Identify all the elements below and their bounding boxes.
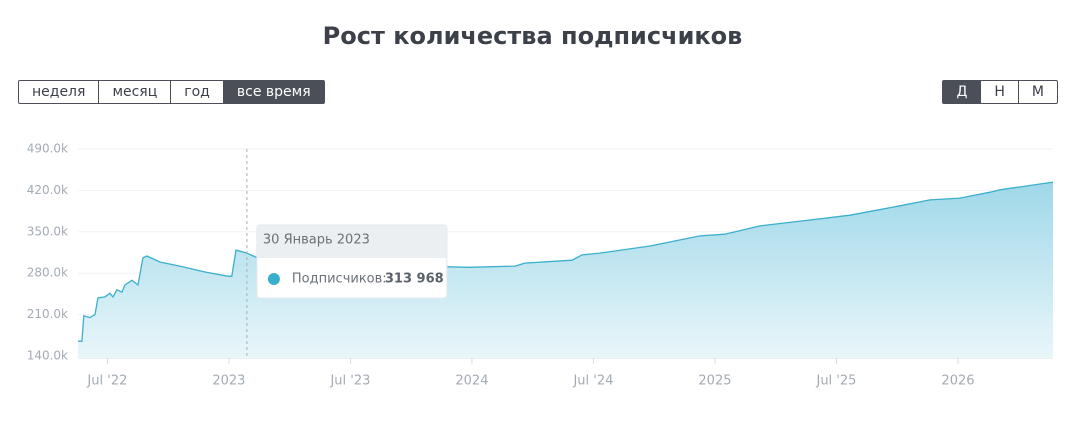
y-tick-label: 350.0k: [27, 224, 68, 238]
interval-button[interactable]: М: [1017, 80, 1058, 104]
tooltip-header: [257, 225, 447, 258]
x-tick-label: 2023: [212, 374, 245, 389]
y-tick-label: 280.0k: [27, 266, 68, 280]
range-button[interactable]: неделя: [18, 80, 100, 104]
x-tick-label: Jul '25: [815, 374, 856, 389]
tooltip: 30 Январь 2023 Подписчиков:313 968: [256, 224, 448, 299]
tooltip-date: 30 Январь 2023: [263, 233, 370, 248]
y-tick-label: 140.0k: [27, 349, 68, 363]
tooltip-value: 313 968: [385, 272, 444, 287]
x-tick-label: Jul '24: [572, 374, 613, 389]
y-tick-label: 490.0k: [27, 142, 68, 156]
x-tick-label: 2025: [698, 374, 731, 389]
x-tick-label: 2024: [455, 374, 488, 389]
x-tick-label: Jul '23: [329, 374, 370, 389]
x-tick-label: 2026: [941, 374, 974, 389]
area-fill: [78, 182, 1053, 358]
range-button[interactable]: все время: [222, 80, 325, 104]
range-buttons: неделя месяц год все время: [18, 80, 325, 104]
range-button[interactable]: год: [170, 80, 224, 104]
interval-button[interactable]: Н: [980, 80, 1019, 104]
tooltip-dot: [267, 273, 280, 285]
y-tick-label: 210.0k: [27, 307, 68, 321]
chart-title: Рост количества подписчиков: [322, 22, 743, 50]
x-tick-label: Jul '22: [86, 374, 127, 389]
tooltip-label: Подписчиков:: [292, 272, 387, 287]
y-tick-label: 420.0k: [27, 183, 68, 197]
